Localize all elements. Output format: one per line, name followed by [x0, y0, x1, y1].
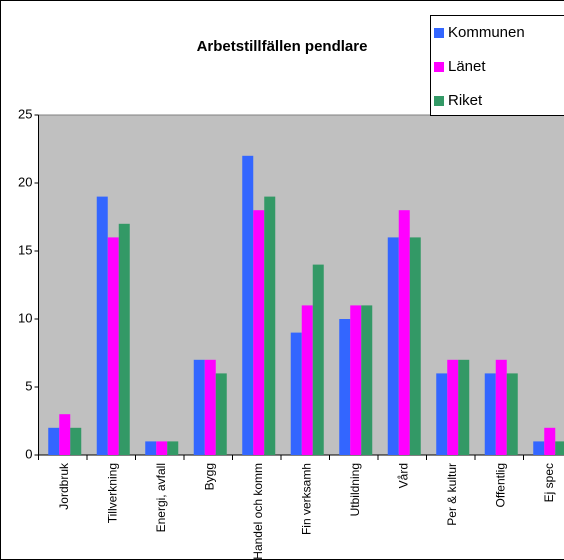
legend-label: Kommunen	[448, 24, 525, 41]
bar	[167, 441, 179, 455]
x-tick-label: Handel och komm	[251, 463, 265, 560]
y-tick-label: 20	[18, 174, 32, 189]
y-tick-label: 10	[18, 310, 32, 325]
bar	[70, 427, 82, 455]
bar	[204, 359, 216, 455]
bar	[387, 237, 399, 455]
bar	[350, 305, 362, 455]
bar	[264, 196, 276, 455]
bar	[242, 155, 254, 456]
bar	[59, 414, 71, 455]
legend-label: Riket	[448, 92, 483, 109]
x-tick-label: Utbildning	[348, 463, 362, 516]
chart-title: Arbetstillfällen pendlare	[197, 38, 368, 55]
bar	[458, 359, 470, 455]
bar	[156, 441, 168, 455]
bar	[301, 305, 313, 455]
bar	[544, 427, 556, 455]
x-tick-label: Fin verksamh	[299, 463, 313, 535]
x-tick-label: Energi, avfall	[154, 463, 168, 532]
legend-label: Länet	[448, 58, 486, 75]
bar	[495, 359, 507, 455]
bar	[339, 319, 351, 455]
bar	[447, 359, 459, 455]
x-tick-label: Jordbruk	[57, 462, 71, 510]
bar	[506, 373, 518, 455]
bar	[215, 373, 227, 455]
y-tick-label: 15	[18, 242, 32, 257]
x-tick-label: Bygg	[202, 463, 216, 490]
x-tick-label: Tillverkning	[105, 463, 119, 523]
bar	[96, 196, 108, 455]
y-tick-label: 5	[25, 378, 32, 393]
legend-box	[430, 15, 564, 116]
x-tick-label: Ej spec	[542, 463, 556, 502]
bar	[193, 359, 205, 455]
bar	[107, 237, 119, 455]
bar	[312, 264, 324, 455]
legend-swatch	[434, 62, 444, 72]
legend-swatch	[434, 28, 444, 38]
bar	[290, 332, 302, 455]
y-tick-label: 25	[18, 106, 32, 121]
bar	[398, 210, 410, 455]
bar	[555, 441, 564, 455]
bar	[533, 441, 545, 455]
bar	[436, 373, 448, 455]
bar	[409, 237, 421, 455]
bar	[48, 427, 60, 455]
bar	[118, 223, 130, 455]
bar	[145, 441, 157, 455]
y-tick-label: 0	[25, 446, 32, 461]
bar	[361, 305, 373, 455]
x-tick-label: Offentlig	[493, 463, 507, 507]
legend-swatch	[434, 96, 444, 106]
bar	[484, 373, 496, 455]
bar	[253, 210, 265, 455]
x-tick-label: Per & kultur	[445, 463, 459, 526]
x-tick-label: Vård	[396, 463, 410, 488]
